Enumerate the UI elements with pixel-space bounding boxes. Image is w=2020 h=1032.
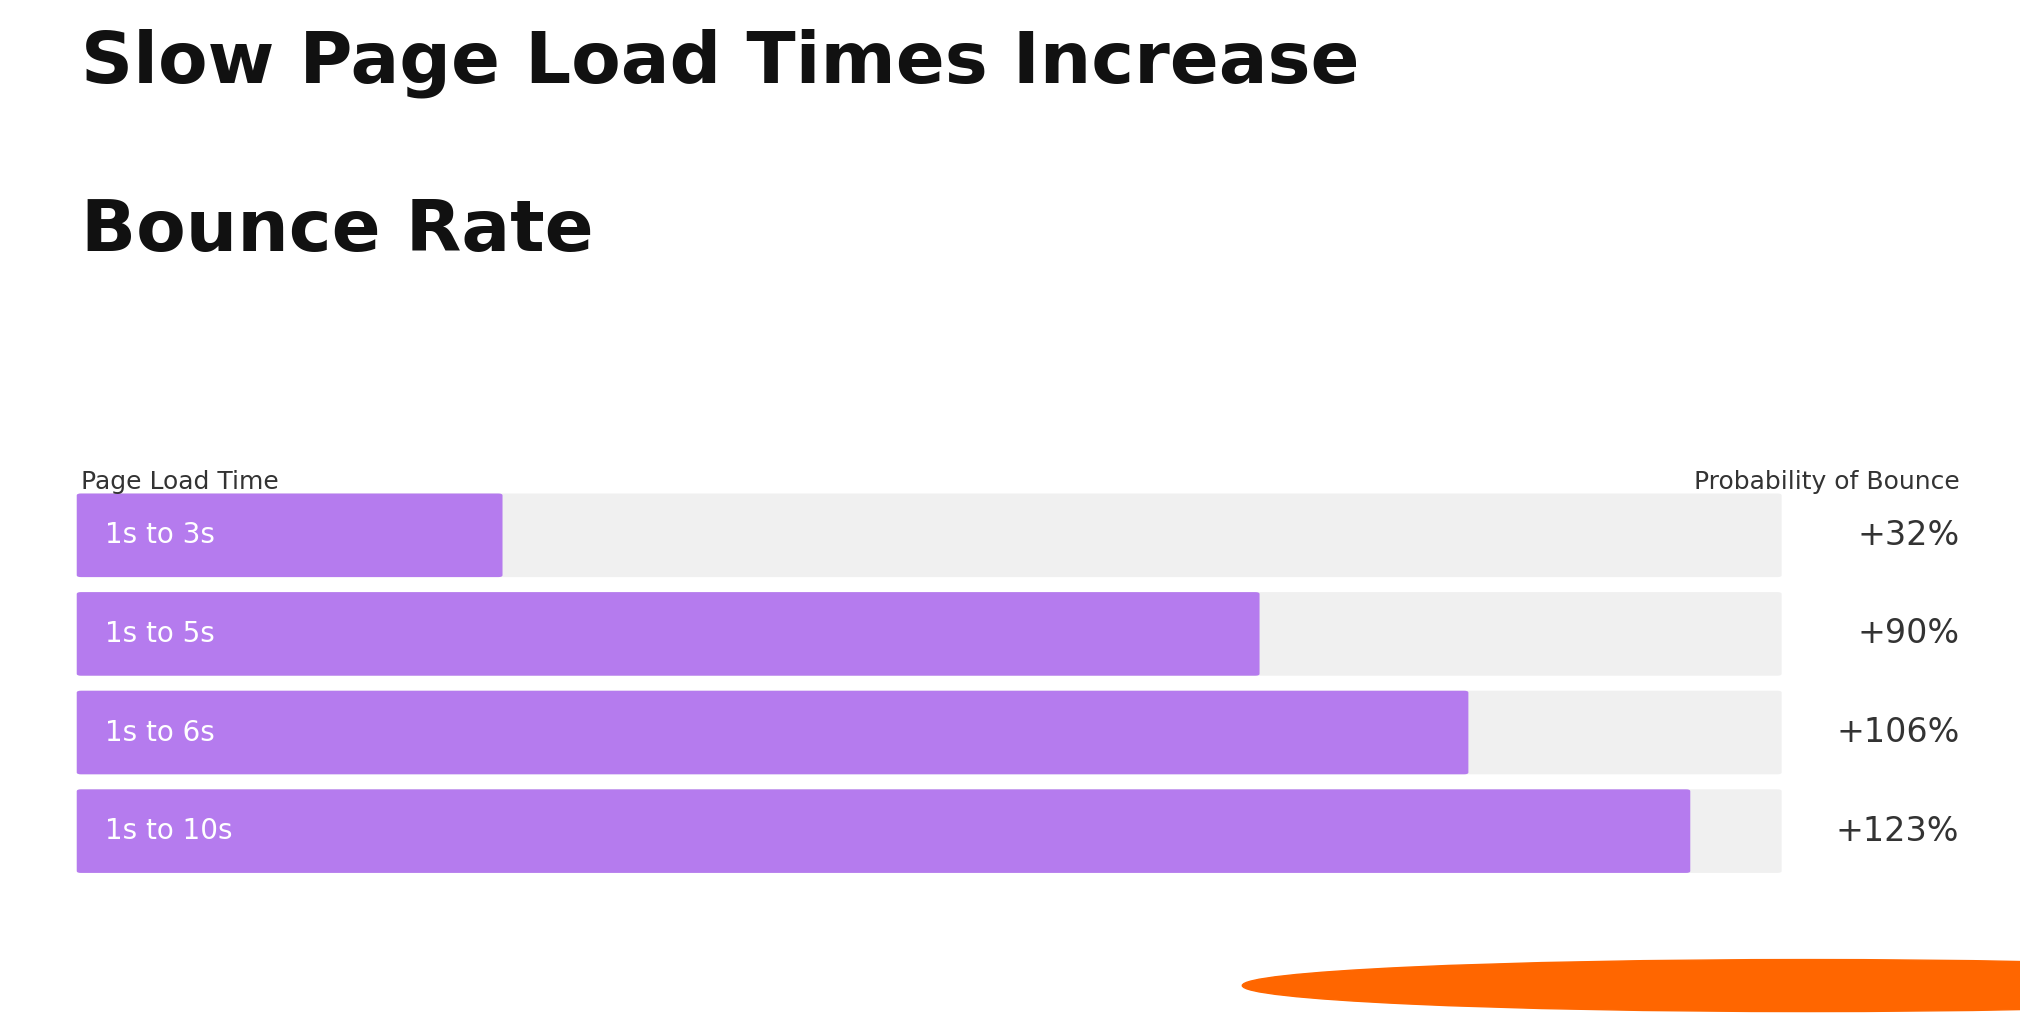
Text: Slow Page Load Times Increase: Slow Page Load Times Increase bbox=[81, 28, 1359, 98]
FancyBboxPatch shape bbox=[77, 690, 1469, 774]
Text: Bounce Rate: Bounce Rate bbox=[81, 197, 594, 266]
Text: semrush.com: semrush.com bbox=[81, 971, 269, 1000]
Text: 1s to 10s: 1s to 10s bbox=[105, 817, 232, 845]
Text: +106%: +106% bbox=[1836, 716, 1959, 749]
Text: +32%: +32% bbox=[1856, 519, 1959, 552]
Text: +90%: +90% bbox=[1856, 617, 1959, 650]
FancyBboxPatch shape bbox=[77, 493, 503, 577]
FancyBboxPatch shape bbox=[77, 592, 1782, 676]
FancyBboxPatch shape bbox=[77, 690, 1782, 774]
Text: 1s to 6s: 1s to 6s bbox=[105, 718, 214, 746]
Circle shape bbox=[1242, 960, 2020, 1011]
FancyBboxPatch shape bbox=[77, 592, 1260, 676]
Text: 1s to 5s: 1s to 5s bbox=[105, 620, 214, 648]
Text: +123%: +123% bbox=[1836, 814, 1959, 847]
FancyBboxPatch shape bbox=[77, 789, 1691, 873]
Text: 1s to 3s: 1s to 3s bbox=[105, 521, 214, 549]
Text: SEMRUSH: SEMRUSH bbox=[1774, 969, 1959, 1002]
Text: Probability of Bounce: Probability of Bounce bbox=[1693, 470, 1959, 493]
FancyBboxPatch shape bbox=[77, 789, 1782, 873]
Text: Page Load Time: Page Load Time bbox=[81, 470, 279, 493]
FancyBboxPatch shape bbox=[77, 493, 1782, 577]
